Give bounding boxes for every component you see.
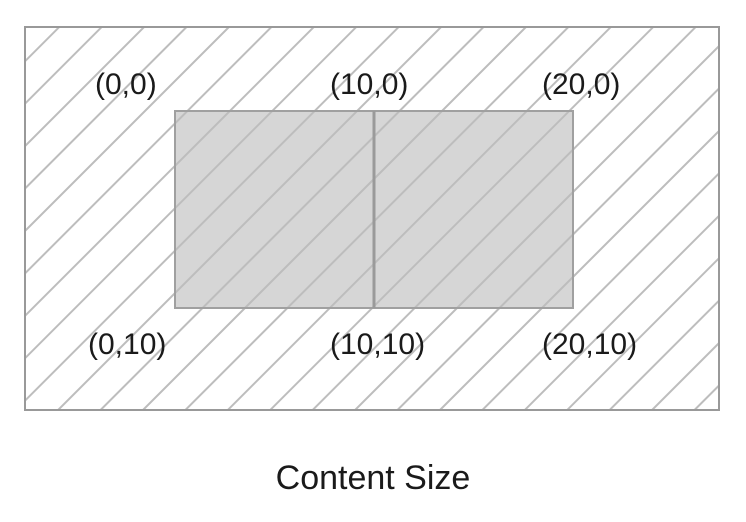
coord-label-10-0: (10,0) <box>330 68 409 101</box>
coord-label-0-10: (0,10) <box>88 328 167 361</box>
diagram-caption: Content Size <box>275 459 471 497</box>
outer-frame-border <box>24 26 720 411</box>
coord-label-0-0: (0,0) <box>95 68 157 101</box>
coord-label-20-0: (20,0) <box>542 68 621 101</box>
coord-label-10-10: (10,10) <box>330 328 426 361</box>
hatch-pattern <box>25 27 719 410</box>
coord-label-20-10: (20,10) <box>542 328 638 361</box>
